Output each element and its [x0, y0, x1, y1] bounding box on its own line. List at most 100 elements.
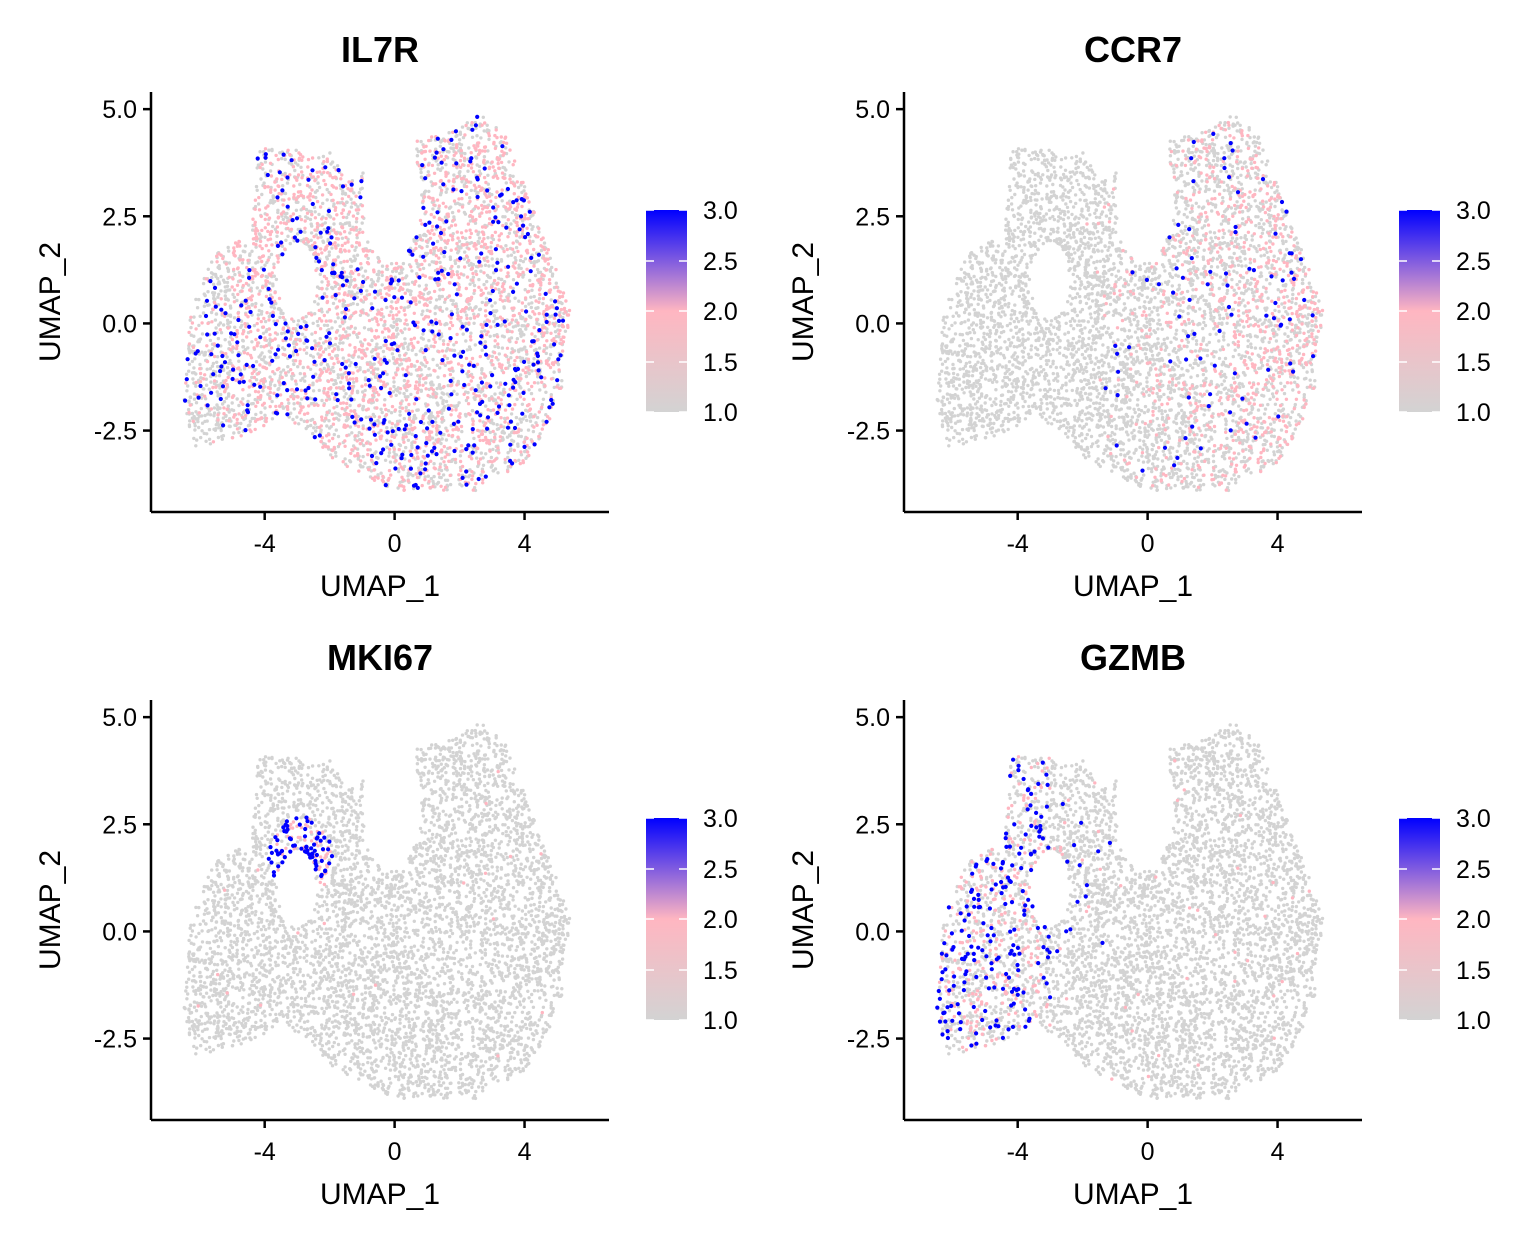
cell-point: [520, 308, 524, 313]
cell-point: [495, 190, 499, 194]
cell-point: [376, 279, 380, 283]
cell-point: [361, 398, 365, 402]
cell-point: [493, 247, 498, 252]
cell-point: [444, 154, 448, 159]
cell-point: [428, 309, 432, 313]
cell-point: [439, 468, 444, 473]
cell-point: [412, 402, 417, 406]
cell-point: [493, 366, 497, 370]
cell-point: [187, 342, 192, 346]
cell-point: [487, 249, 491, 254]
cell-point: [397, 469, 401, 474]
cell-point: [288, 337, 293, 341]
cell-point: [249, 356, 254, 360]
cell-point: [464, 178, 469, 182]
cell-point: [291, 371, 295, 376]
cell-point: [482, 237, 486, 241]
cell-point: [508, 285, 513, 289]
cell-point: [468, 316, 473, 321]
cell-point: [261, 254, 266, 258]
cell-point: [246, 424, 251, 428]
cell-point: [456, 435, 460, 439]
cell-point: [296, 331, 301, 336]
cell-point: [295, 395, 299, 399]
cell-point: [397, 317, 401, 322]
cell-point: [449, 312, 454, 317]
cell-point: [427, 414, 432, 419]
cell-point: [292, 341, 296, 346]
cell-point: [258, 335, 263, 340]
cell-point: [465, 275, 470, 279]
cell-point: [235, 417, 239, 422]
cell-point: [183, 398, 188, 403]
cell-point: [493, 268, 499, 273]
cell-point: [366, 256, 370, 261]
cell-point: [484, 404, 488, 408]
cell-point: [438, 193, 443, 197]
cell-point: [430, 163, 435, 168]
cell-point: [226, 375, 230, 380]
cell-point: [225, 407, 229, 411]
cell-point: [402, 488, 406, 492]
cell-point: [447, 281, 452, 285]
cell-point: [186, 384, 190, 388]
cell-point: [222, 360, 228, 365]
cell-point: [420, 483, 424, 488]
cell-point: [195, 438, 199, 442]
cell-point: [278, 393, 283, 397]
cell-point: [336, 168, 341, 173]
cell-point: [419, 170, 423, 175]
cell-point: [264, 243, 268, 248]
cell-point: [480, 432, 485, 436]
cell-point: [363, 383, 368, 387]
cell-point: [399, 265, 403, 269]
cell-point: [477, 141, 481, 145]
cell-point: [487, 319, 492, 323]
cell-point: [408, 292, 413, 297]
cell-point: [433, 306, 437, 310]
cell-point: [355, 302, 360, 307]
cell-point: [333, 241, 337, 245]
cell-point: [221, 423, 226, 428]
cell-point: [317, 212, 321, 217]
cell-point: [432, 215, 436, 219]
cell-point: [383, 297, 388, 303]
cell-point: [440, 456, 444, 461]
cell-point: [251, 217, 255, 221]
cell-point: [418, 290, 422, 295]
cell-point: [553, 330, 558, 334]
cell-point: [466, 402, 471, 406]
cell-point: [332, 382, 336, 387]
cell-point: [490, 397, 494, 401]
cell-point: [215, 355, 220, 359]
cell-point: [460, 180, 464, 184]
cell-point: [509, 412, 514, 416]
cell-point: [203, 353, 207, 357]
cell-point: [436, 437, 441, 441]
cell-point: [382, 380, 386, 384]
cell-point: [514, 430, 519, 435]
cell-point: [442, 254, 446, 259]
cell-point: [226, 321, 230, 326]
cell-point: [467, 146, 471, 150]
cell-point: [414, 258, 418, 263]
cell-point: [489, 240, 494, 245]
cell-point: [544, 319, 549, 325]
cell-point: [425, 251, 430, 256]
cell-point: [376, 424, 380, 428]
cell-point: [361, 465, 365, 469]
cell-point: [515, 223, 519, 228]
cell-point: [285, 388, 290, 393]
cell-point: [306, 365, 310, 369]
cell-point: [450, 238, 455, 242]
cell-point: [228, 347, 233, 352]
cell-point: [320, 398, 324, 403]
cell-point: [216, 295, 220, 299]
cell-point: [264, 361, 269, 365]
cell-point: [262, 181, 266, 185]
cell-point: [503, 420, 507, 424]
cell-point: [351, 214, 356, 218]
cell-point: [469, 295, 474, 299]
cell-point: [231, 408, 236, 413]
cell-point: [270, 243, 274, 247]
